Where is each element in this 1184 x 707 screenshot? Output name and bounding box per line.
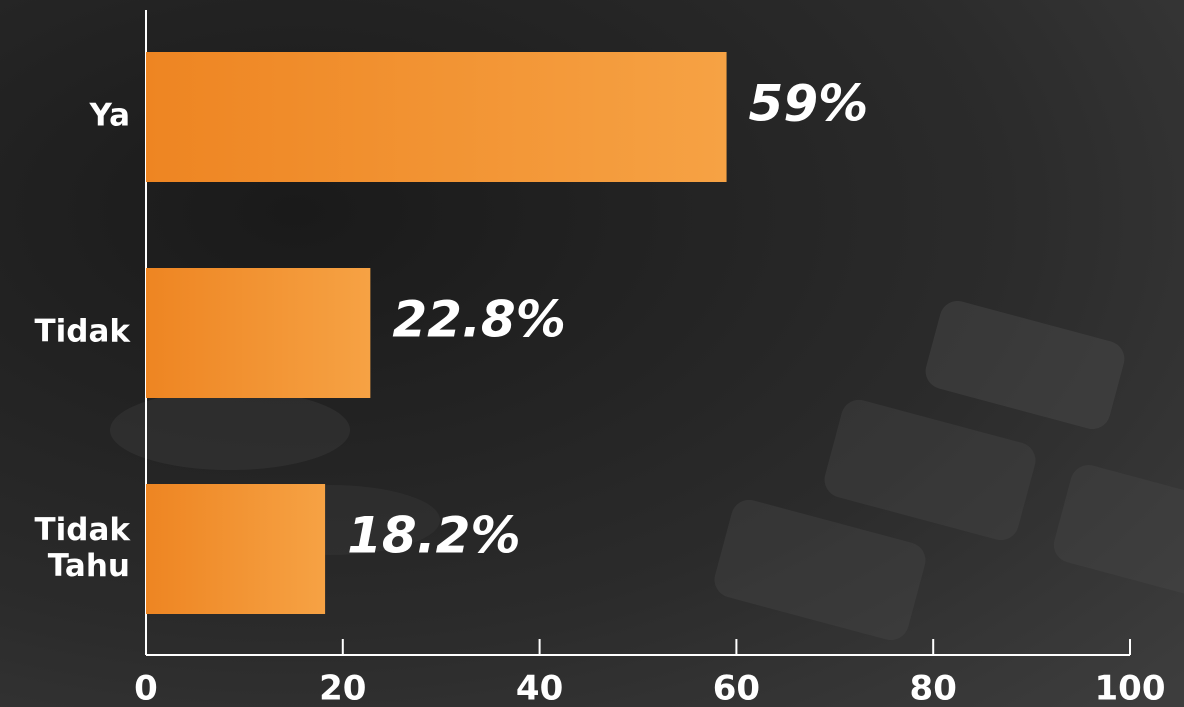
x-tick-label: 60	[713, 669, 760, 707]
category-label: Ya	[88, 98, 130, 134]
category-label: Tidak	[35, 314, 132, 350]
x-tick-label: 100	[1095, 669, 1166, 707]
chart: 0 20 40 60 80 100 Ya 59% Tidak 22.8% TidakTahu 18.2…	[0, 0, 1184, 707]
value-label: 59%	[749, 75, 869, 133]
x-tick-label: 20	[319, 669, 366, 707]
bar	[146, 268, 370, 398]
x-tick-label: 40	[516, 669, 563, 707]
x-tick-label: 80	[910, 669, 957, 707]
bar	[146, 52, 727, 182]
value-label: 18.2%	[347, 507, 520, 565]
x-tick-label: 0	[134, 669, 158, 707]
bar	[146, 484, 325, 614]
value-label: 22.8%	[392, 291, 565, 349]
